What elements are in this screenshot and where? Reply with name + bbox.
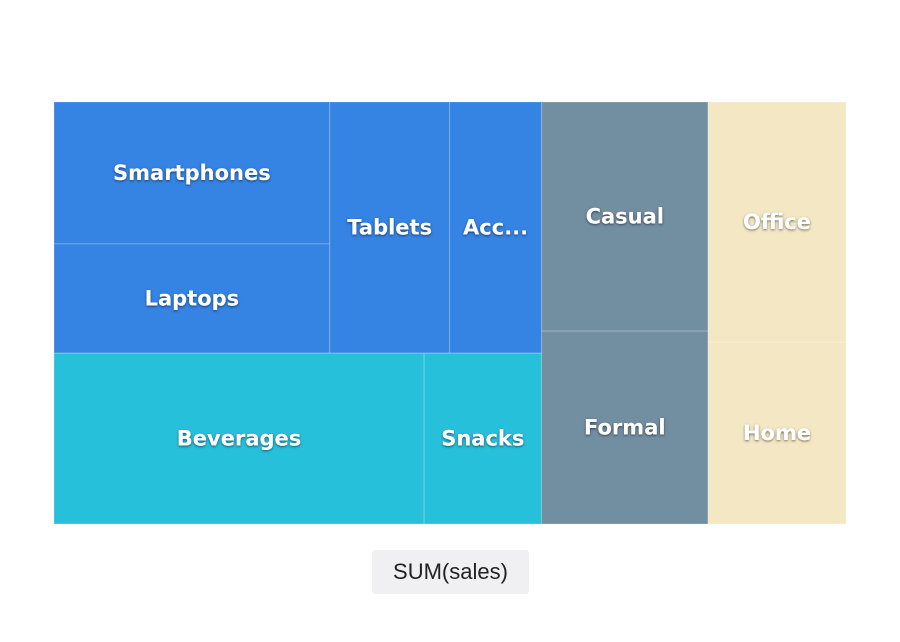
tile-beverages[interactable]	[53, 352, 425, 525]
tile-label-acc: Acc...	[463, 216, 528, 240]
tile-label-beverages: Beverages	[177, 427, 301, 451]
tile-label-home: Home	[743, 421, 811, 445]
tile-label-casual: Casual	[586, 205, 664, 229]
tile-label-tablets: Tablets	[347, 216, 432, 240]
tile-label-laptops: Laptops	[145, 287, 240, 311]
tile-formal[interactable]	[541, 330, 709, 525]
tile-home[interactable]	[707, 341, 847, 525]
tile-snacks[interactable]	[423, 352, 543, 525]
tile-tablets[interactable]	[329, 101, 451, 354]
tile-label-office: Office	[743, 210, 811, 234]
tile-acc[interactable]	[449, 101, 543, 354]
tile-label-formal: Formal	[584, 416, 666, 440]
tile-label-snacks: Snacks	[441, 427, 524, 451]
tile-smartphones[interactable]	[53, 101, 331, 245]
tile-label-smartphones: Smartphones	[113, 161, 271, 185]
tile-laptops[interactable]	[53, 243, 331, 354]
tile-casual[interactable]	[541, 101, 709, 332]
metric-label[interactable]: SUM(sales)	[372, 550, 529, 594]
